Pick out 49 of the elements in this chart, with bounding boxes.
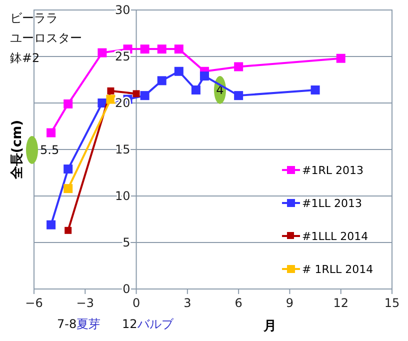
point xyxy=(64,99,73,108)
legend-label: #1LLL 2014 xyxy=(302,230,368,243)
x-axis-title: 月 xyxy=(262,319,276,334)
point xyxy=(310,85,320,94)
point xyxy=(140,91,150,100)
y-tick-label: 5 xyxy=(122,236,130,250)
x-tick-label: 3 xyxy=(184,296,192,310)
y-tick-label: 10 xyxy=(115,189,130,203)
x-tick-label: 12 xyxy=(333,296,348,310)
point xyxy=(174,44,184,54)
point xyxy=(200,72,209,81)
point xyxy=(98,98,107,108)
point xyxy=(98,48,107,58)
point xyxy=(46,220,56,230)
text: 7-8夏芽 xyxy=(57,317,101,331)
point xyxy=(46,128,56,138)
x-tick-label: 0 xyxy=(132,296,140,310)
point xyxy=(132,90,140,98)
point xyxy=(140,44,150,54)
legend-label: #1RL 2013 xyxy=(302,164,364,177)
x-tick-label: 9 xyxy=(286,296,294,310)
annotation: ユーロスター xyxy=(10,31,82,45)
point xyxy=(191,85,200,94)
annotation: 鉢#2 xyxy=(10,51,40,65)
x-tick-label: −3 xyxy=(76,296,94,310)
point xyxy=(64,184,73,194)
point xyxy=(234,91,244,100)
point xyxy=(234,62,244,72)
point xyxy=(64,164,73,174)
legend-label: # 1RLL 2014 xyxy=(302,263,374,276)
y-tick-label: 15 xyxy=(115,142,130,156)
x-tick-label: 15 xyxy=(384,296,400,310)
point xyxy=(157,44,166,54)
point xyxy=(107,87,114,94)
point xyxy=(157,76,166,86)
text: 12バルブ xyxy=(122,317,174,331)
point xyxy=(106,94,116,104)
point xyxy=(174,66,184,76)
x-tick-label: 6 xyxy=(234,296,242,310)
y-axis-title: 全長(cm) xyxy=(10,120,25,180)
point xyxy=(336,54,346,63)
y-tick-label: 30 xyxy=(115,3,130,17)
legend-label: #1LL 2013 xyxy=(302,197,362,210)
y-tick-label: 25 xyxy=(115,50,130,64)
x-tick-label: −6 xyxy=(25,296,43,310)
annotation: ビーララ xyxy=(10,11,58,25)
y-tick-label: 0 xyxy=(122,282,130,296)
point xyxy=(64,226,72,234)
annotation: 5.5 xyxy=(40,143,60,157)
